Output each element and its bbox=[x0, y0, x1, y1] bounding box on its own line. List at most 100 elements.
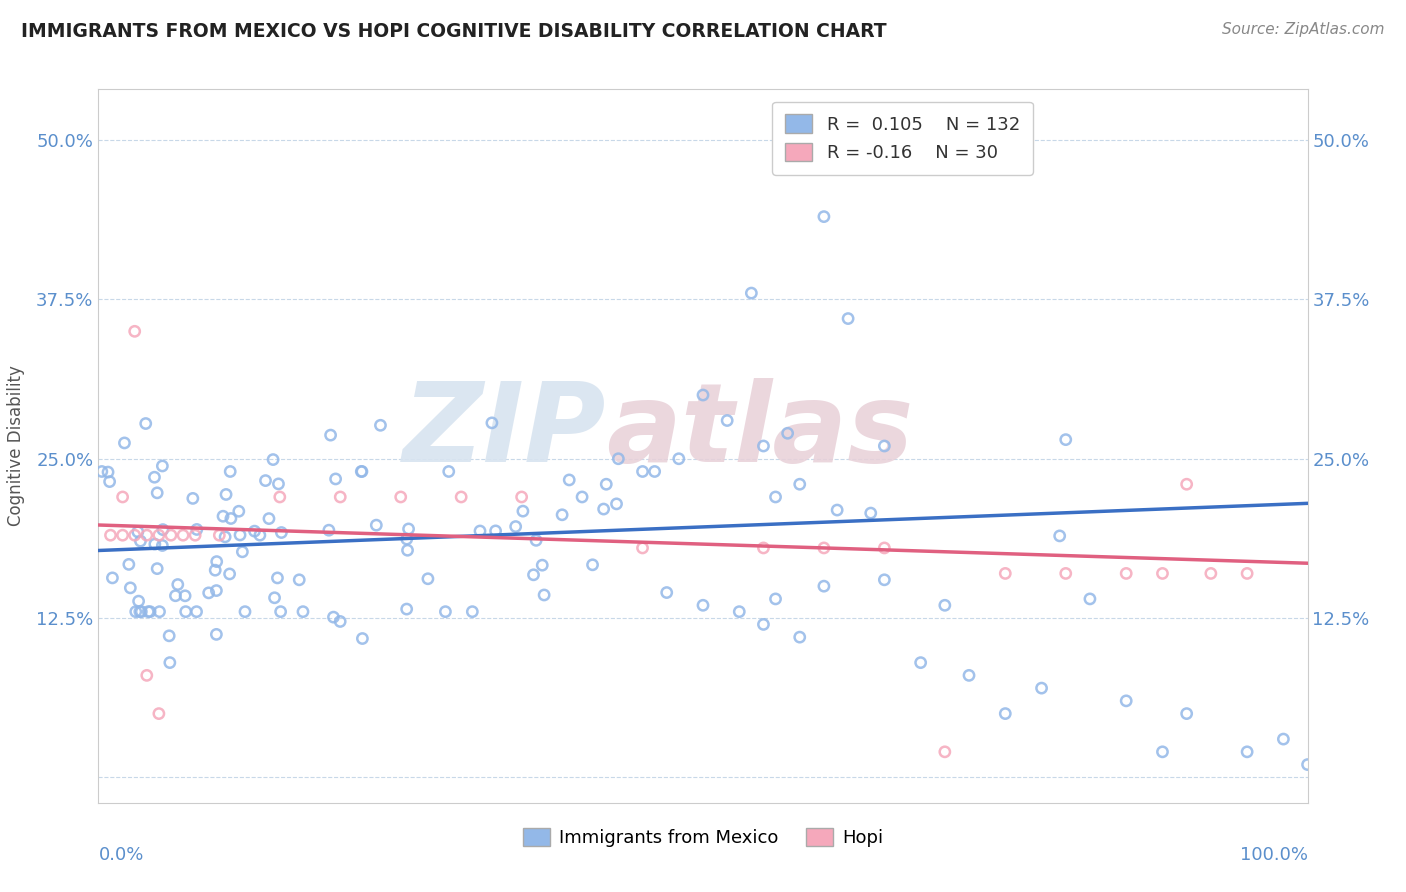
Point bbox=[269, 490, 291, 504]
Point bbox=[263, 591, 285, 605]
Point bbox=[571, 490, 593, 504]
Point bbox=[218, 566, 240, 581]
Point bbox=[214, 530, 236, 544]
Text: 100.0%: 100.0% bbox=[1240, 846, 1308, 863]
Point bbox=[607, 451, 630, 466]
Point bbox=[215, 487, 238, 501]
Point bbox=[510, 490, 533, 504]
Point bbox=[118, 558, 141, 572]
Point bbox=[512, 504, 534, 518]
Point bbox=[416, 572, 439, 586]
Point bbox=[318, 523, 340, 537]
Point bbox=[249, 528, 271, 542]
Point bbox=[208, 528, 231, 542]
Point bbox=[668, 451, 690, 466]
Point bbox=[219, 511, 242, 525]
Point bbox=[873, 541, 896, 555]
Point bbox=[97, 465, 120, 479]
Point bbox=[389, 490, 412, 504]
Legend: Immigrants from Mexico, Hopi: Immigrants from Mexico, Hopi bbox=[516, 821, 890, 855]
Point bbox=[204, 563, 226, 577]
Point bbox=[131, 605, 153, 619]
Point bbox=[205, 583, 228, 598]
Point bbox=[765, 591, 787, 606]
Point bbox=[366, 518, 388, 533]
Point bbox=[524, 533, 547, 548]
Point bbox=[1115, 566, 1137, 581]
Point bbox=[1152, 745, 1174, 759]
Point bbox=[1199, 566, 1222, 581]
Point bbox=[329, 615, 352, 629]
Point bbox=[120, 581, 142, 595]
Point bbox=[859, 506, 882, 520]
Y-axis label: Cognitive Disability: Cognitive Disability bbox=[7, 366, 25, 526]
Text: ZIP: ZIP bbox=[402, 378, 606, 485]
Point bbox=[128, 594, 150, 608]
Point bbox=[468, 524, 491, 538]
Point bbox=[1049, 529, 1071, 543]
Point bbox=[150, 539, 173, 553]
Point bbox=[1272, 732, 1295, 747]
Point bbox=[172, 528, 194, 542]
Point bbox=[728, 605, 751, 619]
Point bbox=[152, 523, 174, 537]
Point bbox=[146, 486, 169, 500]
Point bbox=[505, 519, 527, 533]
Point bbox=[873, 439, 896, 453]
Point bbox=[174, 605, 197, 619]
Point bbox=[813, 210, 835, 224]
Point bbox=[267, 476, 290, 491]
Point bbox=[825, 503, 848, 517]
Point bbox=[127, 524, 149, 539]
Point bbox=[752, 439, 775, 453]
Point bbox=[994, 706, 1017, 721]
Point bbox=[481, 416, 503, 430]
Point bbox=[157, 629, 180, 643]
Point bbox=[531, 558, 554, 573]
Point bbox=[461, 605, 484, 619]
Point bbox=[148, 605, 170, 619]
Point bbox=[740, 286, 762, 301]
Point bbox=[228, 504, 250, 518]
Text: Source: ZipAtlas.com: Source: ZipAtlas.com bbox=[1222, 22, 1385, 37]
Point bbox=[644, 465, 666, 479]
Point bbox=[90, 465, 112, 479]
Point bbox=[254, 474, 277, 488]
Point bbox=[352, 632, 374, 646]
Point bbox=[205, 555, 228, 569]
Point bbox=[1152, 566, 1174, 581]
Point bbox=[752, 541, 775, 555]
Point bbox=[124, 528, 146, 542]
Point bbox=[437, 465, 460, 479]
Point bbox=[716, 413, 738, 427]
Point bbox=[1115, 694, 1137, 708]
Point bbox=[1175, 706, 1198, 721]
Point bbox=[135, 528, 157, 542]
Point bbox=[98, 475, 121, 489]
Point bbox=[325, 472, 347, 486]
Point bbox=[146, 561, 169, 575]
Point bbox=[789, 477, 811, 491]
Point bbox=[395, 532, 418, 546]
Point bbox=[111, 528, 134, 542]
Text: 0.0%: 0.0% bbox=[98, 846, 143, 863]
Point bbox=[270, 525, 292, 540]
Point bbox=[233, 605, 256, 619]
Point bbox=[350, 465, 373, 479]
Point bbox=[434, 605, 457, 619]
Point bbox=[212, 509, 235, 524]
Point bbox=[229, 528, 252, 542]
Point bbox=[776, 426, 799, 441]
Point bbox=[631, 541, 654, 555]
Point bbox=[595, 477, 617, 491]
Point bbox=[329, 490, 352, 504]
Point bbox=[398, 522, 420, 536]
Point bbox=[752, 617, 775, 632]
Point bbox=[100, 528, 122, 542]
Point bbox=[1236, 745, 1258, 759]
Point bbox=[484, 524, 506, 538]
Point bbox=[934, 599, 956, 613]
Point bbox=[197, 586, 219, 600]
Point bbox=[692, 388, 714, 402]
Point bbox=[166, 577, 188, 591]
